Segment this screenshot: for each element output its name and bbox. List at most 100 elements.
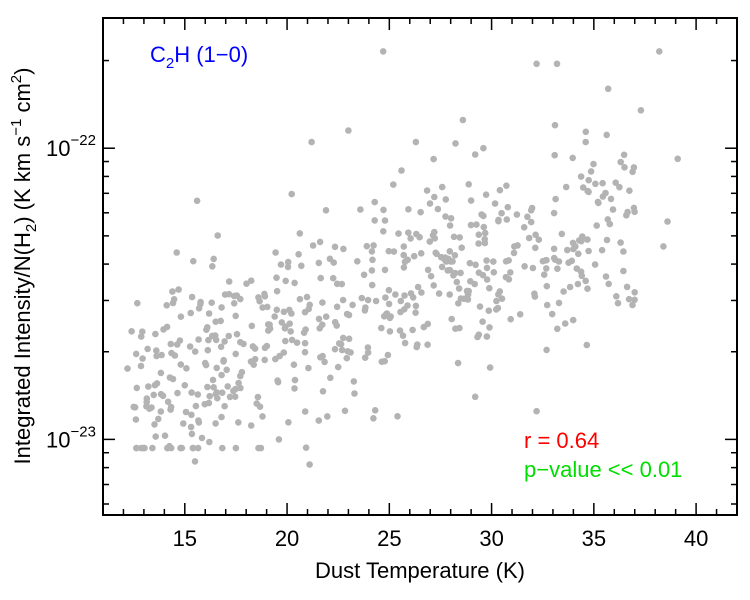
data-point bbox=[456, 324, 463, 332]
data-point bbox=[249, 343, 257, 350]
data-point bbox=[551, 121, 559, 129]
data-point bbox=[394, 413, 401, 420]
data-point bbox=[153, 380, 161, 387]
data-point bbox=[177, 444, 184, 452]
data-point bbox=[360, 271, 368, 279]
data-point bbox=[626, 187, 633, 194]
data-point bbox=[490, 258, 497, 265]
data-point bbox=[331, 318, 339, 326]
plot-frame bbox=[102, 17, 738, 516]
data-point bbox=[177, 313, 185, 321]
data-point bbox=[426, 238, 434, 245]
data-point bbox=[381, 217, 389, 224]
data-point bbox=[616, 183, 623, 191]
data-point bbox=[437, 253, 445, 261]
data-point bbox=[324, 413, 331, 420]
data-point bbox=[398, 167, 405, 174]
data-point bbox=[480, 144, 487, 152]
data-point bbox=[481, 239, 489, 247]
data-point bbox=[483, 257, 490, 264]
data-point bbox=[225, 278, 233, 285]
x-tick-label: 30 bbox=[479, 526, 503, 551]
data-point bbox=[585, 247, 592, 255]
data-point bbox=[315, 417, 323, 424]
data-point bbox=[177, 361, 185, 368]
data-point bbox=[206, 438, 213, 446]
data-point bbox=[471, 151, 479, 158]
data-point bbox=[401, 306, 408, 313]
data-point bbox=[417, 208, 424, 216]
y-tick-label: 10−23 bbox=[46, 423, 96, 452]
data-point bbox=[405, 229, 412, 236]
data-point bbox=[232, 444, 240, 452]
data-point bbox=[532, 244, 539, 252]
data-point bbox=[212, 420, 219, 427]
data-point bbox=[224, 383, 231, 390]
data-point bbox=[167, 403, 175, 411]
data-point bbox=[613, 293, 620, 300]
data-point bbox=[176, 337, 184, 344]
data-point bbox=[368, 248, 376, 255]
data-point bbox=[261, 290, 268, 298]
data-point bbox=[213, 364, 220, 372]
data-point bbox=[412, 302, 420, 310]
data-point bbox=[603, 236, 611, 244]
data-point bbox=[612, 179, 619, 186]
data-point bbox=[495, 217, 502, 225]
data-point bbox=[385, 300, 393, 308]
data-point bbox=[296, 295, 304, 303]
data-point bbox=[226, 393, 234, 401]
data-point bbox=[195, 305, 203, 312]
x-axis-label: Dust Temperature (K) bbox=[315, 558, 525, 583]
data-point bbox=[315, 259, 323, 267]
data-point bbox=[181, 382, 189, 389]
data-point bbox=[491, 200, 499, 207]
data-point bbox=[427, 272, 435, 280]
data-point bbox=[475, 331, 483, 339]
data-point bbox=[331, 345, 339, 353]
data-point bbox=[180, 420, 187, 427]
data-point bbox=[442, 196, 450, 203]
data-point bbox=[452, 140, 459, 147]
data-point bbox=[144, 345, 151, 353]
data-point bbox=[148, 404, 155, 411]
data-point bbox=[254, 393, 262, 401]
data-point bbox=[191, 348, 199, 355]
data-point bbox=[124, 365, 131, 372]
data-point bbox=[631, 289, 638, 296]
data-point bbox=[322, 313, 330, 321]
data-point bbox=[445, 255, 452, 263]
data-point bbox=[345, 311, 353, 319]
data-point bbox=[507, 315, 514, 323]
data-point bbox=[210, 255, 217, 263]
data-point bbox=[431, 235, 439, 242]
data-point bbox=[555, 258, 563, 265]
data-point bbox=[329, 274, 337, 282]
data-point bbox=[390, 181, 397, 188]
data-point bbox=[378, 358, 386, 366]
data-point bbox=[520, 224, 528, 231]
data-point bbox=[401, 292, 408, 299]
data-point bbox=[159, 392, 167, 400]
data-point bbox=[454, 359, 462, 367]
data-point bbox=[225, 332, 232, 340]
data-point bbox=[486, 324, 493, 331]
data-point bbox=[565, 259, 572, 267]
data-point bbox=[188, 411, 195, 419]
data-point bbox=[309, 242, 317, 249]
data-point bbox=[482, 191, 490, 198]
data-point bbox=[390, 248, 398, 255]
data-point bbox=[503, 216, 511, 223]
data-point bbox=[471, 280, 479, 288]
data-point bbox=[188, 389, 195, 396]
data-point bbox=[276, 352, 283, 360]
data-point bbox=[191, 458, 199, 465]
data-point bbox=[465, 181, 473, 188]
data-point bbox=[583, 341, 591, 349]
data-point bbox=[424, 266, 432, 274]
data-point bbox=[604, 85, 612, 93]
data-point bbox=[448, 315, 456, 323]
data-point bbox=[410, 252, 418, 260]
data-point bbox=[532, 231, 539, 239]
data-point bbox=[535, 236, 543, 243]
